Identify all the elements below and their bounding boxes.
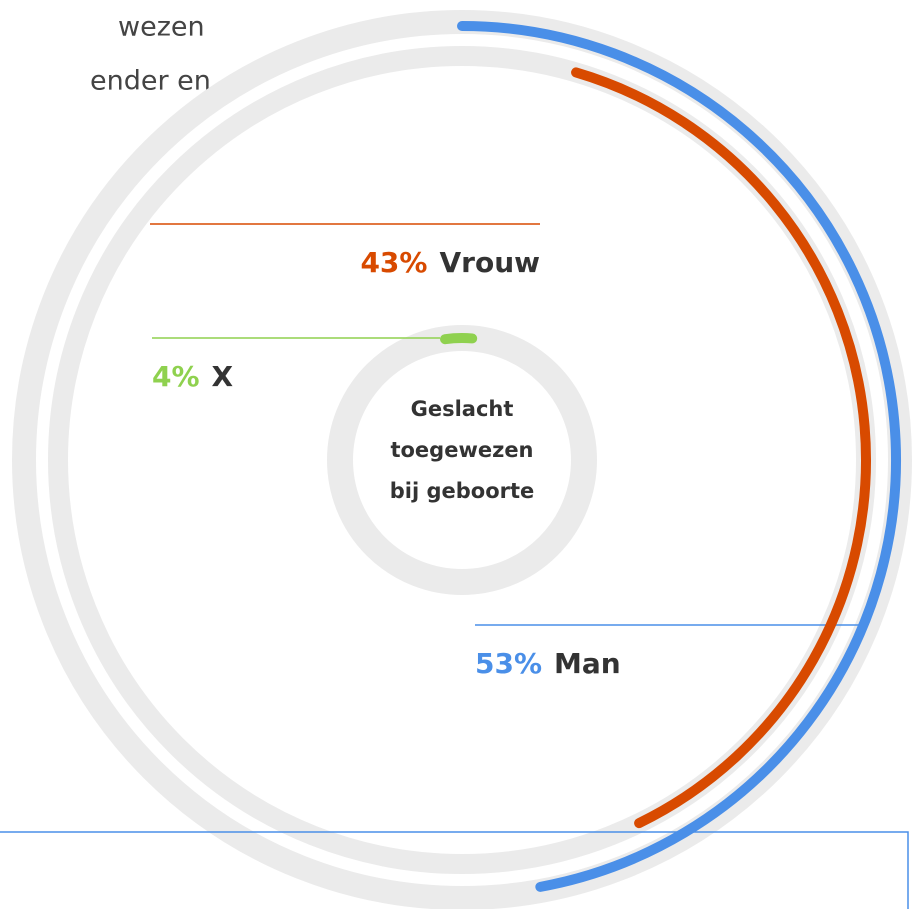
value-label: 4%: [152, 360, 200, 393]
arc-bar: [571, 67, 871, 829]
text-fragment: wezen: [118, 12, 205, 43]
category-label: X: [212, 360, 234, 393]
center-label: bij geboorte: [390, 479, 535, 503]
arc-bar: [457, 21, 901, 892]
category-label: Vrouw: [439, 246, 540, 279]
center-label: toegewezen: [390, 438, 533, 462]
value-label: 53%: [475, 647, 542, 680]
center-label: Geslacht: [411, 397, 514, 421]
value-label: 43%: [360, 246, 427, 279]
text-fragment: ender en: [90, 66, 211, 97]
arc-bar: [440, 333, 478, 345]
category-label: Man: [554, 647, 621, 680]
box-outline: [0, 831, 909, 909]
